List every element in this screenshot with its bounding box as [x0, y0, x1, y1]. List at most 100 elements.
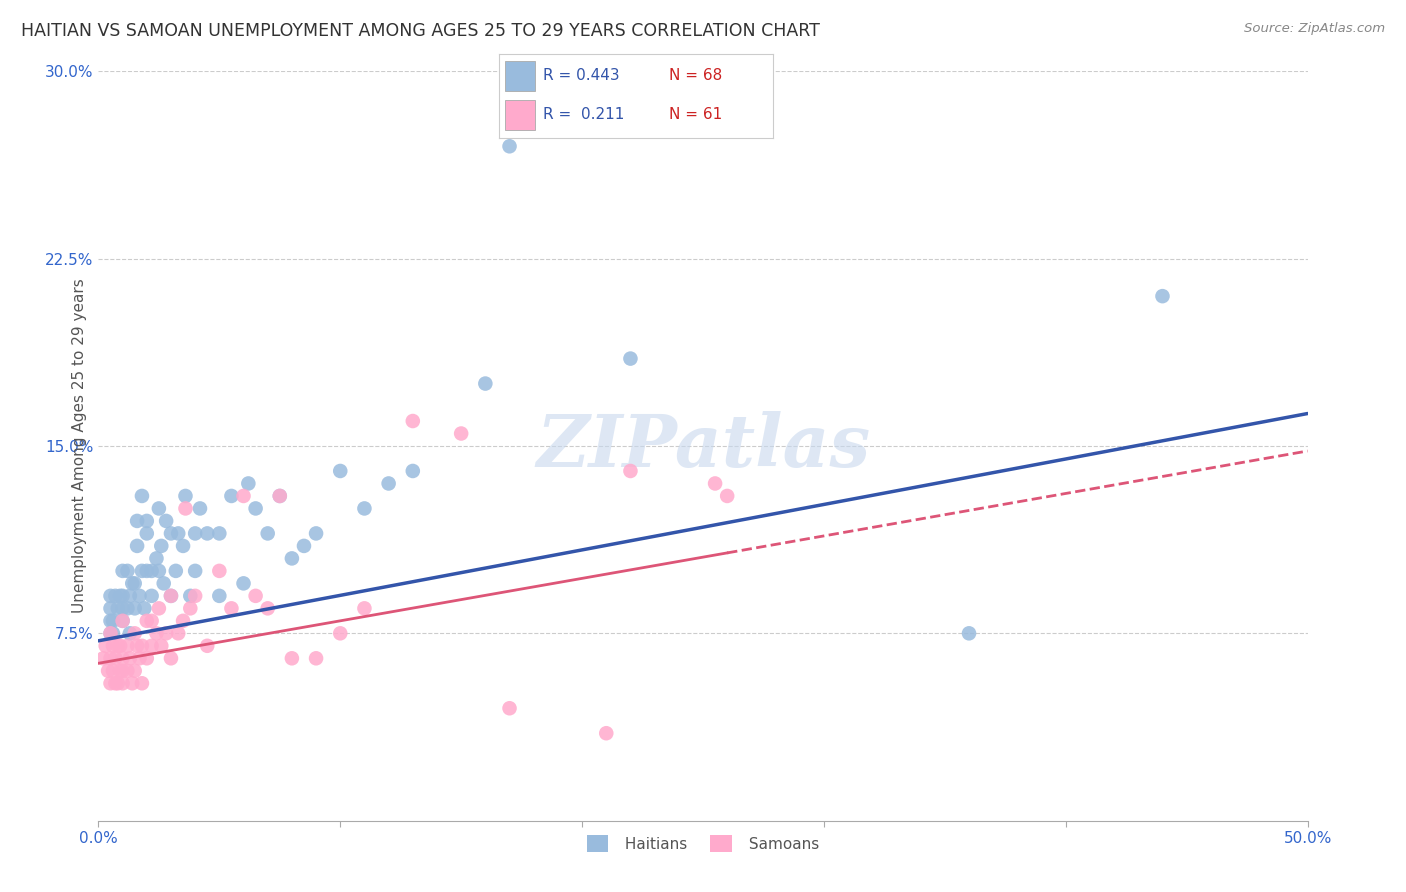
Point — [498, 701, 520, 715]
Point — [108, 589, 131, 603]
Point — [145, 626, 167, 640]
Text: R = 0.443: R = 0.443 — [543, 68, 620, 83]
Point — [100, 626, 122, 640]
FancyBboxPatch shape — [505, 62, 534, 91]
Point — [141, 614, 163, 628]
Point — [150, 639, 173, 653]
Point — [117, 564, 139, 578]
Point — [97, 664, 120, 678]
Point — [256, 526, 278, 541]
Point — [134, 601, 156, 615]
Point — [127, 514, 149, 528]
Point — [184, 589, 207, 603]
Text: R =  0.211: R = 0.211 — [543, 107, 624, 122]
Point — [124, 576, 146, 591]
Point — [160, 589, 183, 603]
Point — [172, 539, 194, 553]
Point — [124, 601, 146, 615]
Point — [232, 576, 254, 591]
Point — [117, 664, 139, 678]
FancyBboxPatch shape — [505, 100, 534, 130]
Y-axis label: Unemployment Among Ages 25 to 29 years: Unemployment Among Ages 25 to 29 years — [72, 278, 87, 614]
Point — [111, 564, 134, 578]
Point — [155, 626, 177, 640]
Point — [145, 551, 167, 566]
Point — [131, 639, 153, 653]
Point — [124, 626, 146, 640]
Point — [101, 626, 124, 640]
Point — [167, 626, 190, 640]
Point — [329, 464, 352, 478]
Point — [121, 676, 143, 690]
Point — [195, 526, 218, 541]
Point — [118, 651, 141, 665]
Point — [135, 564, 157, 578]
Point — [281, 651, 304, 665]
Point — [111, 664, 134, 678]
Point — [221, 601, 243, 615]
Point — [1152, 289, 1174, 303]
Text: N = 68: N = 68 — [669, 68, 723, 83]
Point — [957, 626, 980, 640]
Point — [94, 639, 117, 653]
Point — [141, 564, 163, 578]
Point — [188, 501, 211, 516]
Point — [195, 639, 218, 653]
Point — [100, 601, 122, 615]
Point — [135, 614, 157, 628]
Point — [131, 564, 153, 578]
Point — [238, 476, 260, 491]
Point — [172, 614, 194, 628]
Point — [127, 639, 149, 653]
Point — [402, 414, 425, 428]
Point — [165, 564, 187, 578]
Point — [100, 651, 122, 665]
Point — [232, 489, 254, 503]
Point — [256, 601, 278, 615]
Point — [135, 651, 157, 665]
Point — [121, 576, 143, 591]
Point — [118, 589, 141, 603]
Point — [269, 489, 291, 503]
Text: N = 61: N = 61 — [669, 107, 723, 122]
Point — [208, 564, 231, 578]
Point — [111, 614, 134, 628]
Point — [155, 514, 177, 528]
Point — [281, 551, 304, 566]
Point — [100, 626, 122, 640]
Point — [305, 651, 328, 665]
Point — [353, 601, 375, 615]
Text: ZIPatlas: ZIPatlas — [536, 410, 870, 482]
Point — [160, 526, 183, 541]
Point — [150, 539, 173, 553]
Point — [111, 651, 134, 665]
Point — [269, 489, 291, 503]
Point — [117, 639, 139, 653]
Point — [179, 601, 201, 615]
Point — [160, 589, 183, 603]
Point — [111, 614, 134, 628]
Point — [141, 589, 163, 603]
Point — [148, 601, 170, 615]
Point — [108, 639, 131, 653]
Point — [305, 526, 328, 541]
Point — [107, 676, 129, 690]
Point — [127, 539, 149, 553]
Point — [100, 676, 122, 690]
Point — [619, 351, 641, 366]
Point — [245, 589, 267, 603]
Point — [118, 626, 141, 640]
Point — [135, 526, 157, 541]
Point — [141, 639, 163, 653]
Point — [595, 726, 617, 740]
Point — [221, 489, 243, 503]
Point — [174, 489, 197, 503]
Point — [152, 576, 174, 591]
Point — [101, 664, 124, 678]
Point — [179, 589, 201, 603]
Point — [498, 139, 520, 153]
Point — [100, 614, 122, 628]
Point — [107, 639, 129, 653]
Point — [245, 501, 267, 516]
Point — [160, 651, 183, 665]
